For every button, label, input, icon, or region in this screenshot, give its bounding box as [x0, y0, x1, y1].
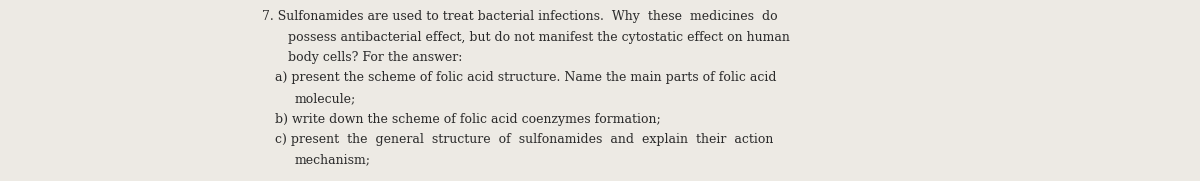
Text: c) present  the  general  structure  of  sulfonamides  and  explain  their  acti: c) present the general structure of sulf… — [275, 133, 773, 146]
Text: 7. Sulfonamides are used to treat bacterial infections.  Why  these  medicines  : 7. Sulfonamides are used to treat bacter… — [262, 10, 778, 23]
Text: a) present the scheme of folic acid structure. Name the main parts of folic acid: a) present the scheme of folic acid stru… — [275, 71, 776, 85]
Text: body cells? For the answer:: body cells? For the answer: — [288, 51, 462, 64]
Text: b) write down the scheme of folic acid coenzymes formation;: b) write down the scheme of folic acid c… — [275, 113, 661, 125]
Text: molecule;: molecule; — [295, 92, 356, 105]
Text: possess antibacterial effect, but do not manifest the cytostatic effect on human: possess antibacterial effect, but do not… — [288, 31, 790, 43]
Text: mechanism;: mechanism; — [295, 153, 371, 167]
